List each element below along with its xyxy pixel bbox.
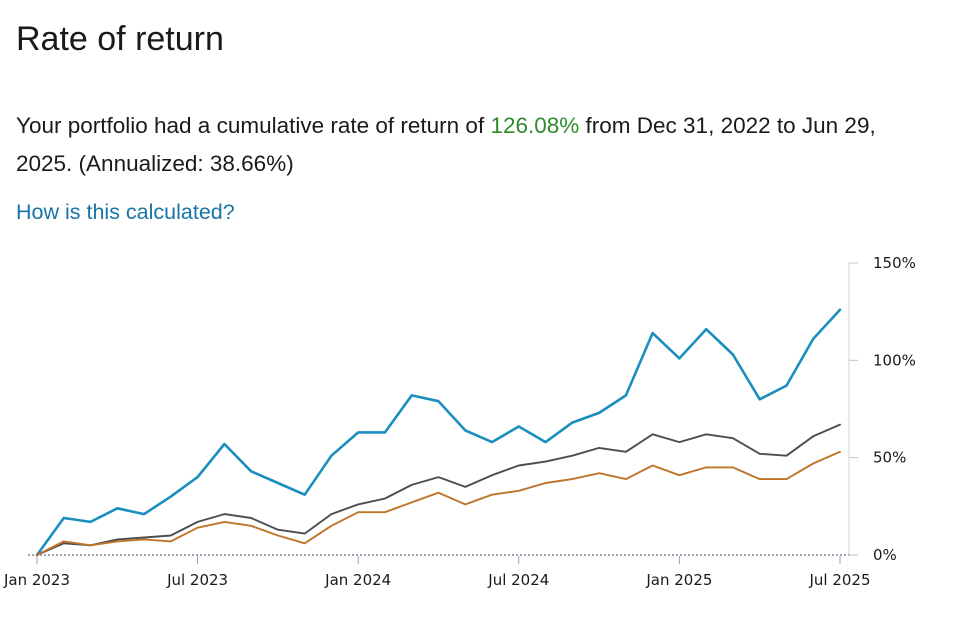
y-tick-label: 100% <box>873 351 916 369</box>
rate-of-return-chart: 0% 50% 100% 150% Jan 2023 Jul 2023 Jan 2024 Jul… <box>3 254 916 589</box>
return-summary: Your portfolio had a cumulative rate of … <box>16 107 936 183</box>
y-tick-label: 150% <box>873 254 916 272</box>
x-tick-label: Jan 2024 <box>324 571 391 589</box>
y-tick-label: 0% <box>873 546 897 564</box>
x-tick-label: Jul 2023 <box>166 571 228 589</box>
how-calculated-link[interactable]: How is this calculated? <box>16 200 235 224</box>
x-tick-label: Jul 2024 <box>487 571 549 589</box>
summary-prefix: Your portfolio had a cumulative rate of … <box>16 113 491 138</box>
x-tick-label: Jul 2025 <box>808 571 870 589</box>
chart-series <box>35 308 842 557</box>
series-line-1 <box>35 308 842 557</box>
series-line-2 <box>36 423 841 556</box>
page-title: Rate of return <box>16 20 224 58</box>
x-tick-label: Jan 2023 <box>3 571 70 589</box>
y-tick-label: 50% <box>873 449 906 467</box>
series-line-3 <box>36 450 841 556</box>
annualized-rate: 38.66% <box>209 151 287 176</box>
summary-middle: from Dec 31, 2022 to Jun 29, 2025. (Annu… <box>16 113 876 176</box>
x-tick-label: Jan 2025 <box>645 571 712 589</box>
cumulative-rate: 126.08% <box>490 113 580 138</box>
chart-axes: 0% 50% 100% 150% Jan 2023 Jul 2023 Jan 2024 Jul… <box>3 254 916 589</box>
summary-suffix: ) <box>286 151 294 176</box>
